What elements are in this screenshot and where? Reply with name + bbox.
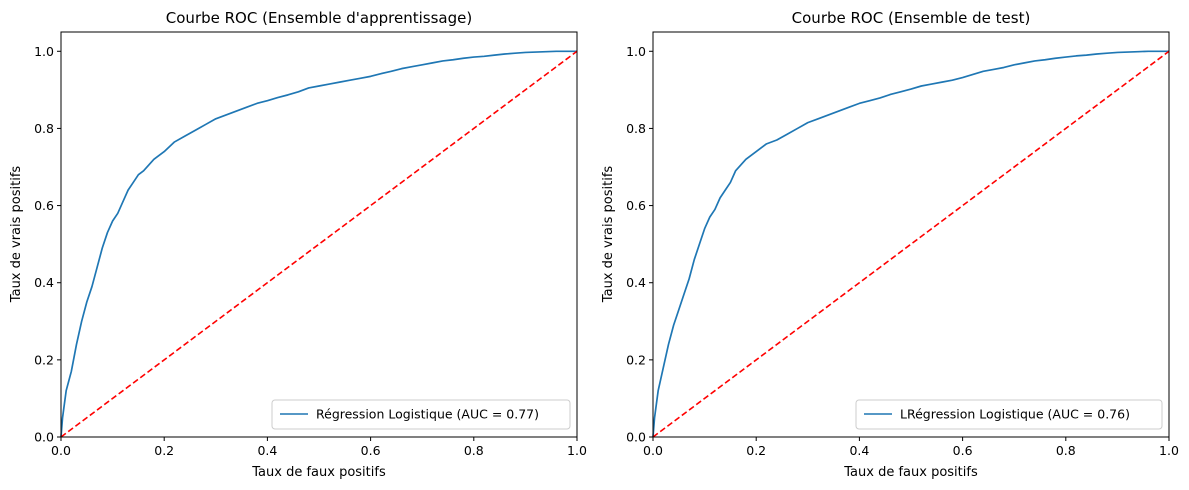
y-tick-label: 0.6 [626,198,646,213]
plot-frame [60,31,578,438]
x-axis-label: Taux de faux positifs [843,465,978,480]
y-tick-label: 0.2 [626,352,646,367]
y-tick-label: 0.8 [626,121,646,136]
x-tick-label: 0.4 [849,443,869,458]
x-tick-label: 0.0 [643,443,663,458]
legend-label-logistic: Régression Logistique (AUC = 0.77) [316,407,539,422]
x-tick-label: 0.6 [361,443,381,458]
roc-curve-line [652,50,1169,438]
chart-title: Courbe ROC (Ensemble de test) [792,9,1031,27]
y-tick-label: 0.0 [34,430,54,445]
roc-chart-train: Courbe ROC (Ensemble d'apprentissage) Ta… [9,9,587,480]
y-tick-label: 0.0 [626,430,646,445]
legend: Régression Logistique (AUC = 0.77) [271,399,571,430]
chart-title: Courbe ROC (Ensemble d'apprentissage) [166,9,472,27]
x-axis-label: Taux de faux positifs [251,465,386,480]
legend-box [855,399,1163,430]
x-tick-label: 0.2 [154,443,174,458]
x-tick-label: 0.4 [257,443,277,458]
x-tick-label: 0.2 [746,443,766,458]
y-tick-label: 1.0 [626,44,646,59]
y-tick-label: 0.6 [34,198,54,213]
chance-diagonal-line [60,50,578,438]
roc-chart-test: Courbe ROC (Ensemble de test) Taux de fa… [601,9,1179,480]
y-tick-label: 0.4 [34,275,54,290]
y-axis-label: Taux de vrais positifs [9,166,24,304]
x-tick-label: 0.8 [1056,443,1076,458]
plot-frame [652,31,1170,438]
x-tick-label: 1.0 [567,443,587,458]
x-tick-label: 1.0 [1159,443,1179,458]
x-tick-label: 0.6 [953,443,973,458]
y-tick-label: 0.4 [626,275,646,290]
y-tick-label: 1.0 [34,44,54,59]
legend: LRégression Logistique (AUC = 0.76) [855,399,1163,430]
y-tick-label: 0.2 [34,352,54,367]
y-axis-label: Taux de vrais positifs [601,166,616,304]
chance-diagonal-line [652,50,1170,438]
roc-curve-line [60,50,577,438]
x-tick-label: 0.8 [464,443,484,458]
legend-box [271,399,571,430]
x-tick-label: 0.0 [51,443,71,458]
legend-label-logistic: LRégression Logistique (AUC = 0.76) [900,407,1130,422]
y-tick-label: 0.8 [34,121,54,136]
